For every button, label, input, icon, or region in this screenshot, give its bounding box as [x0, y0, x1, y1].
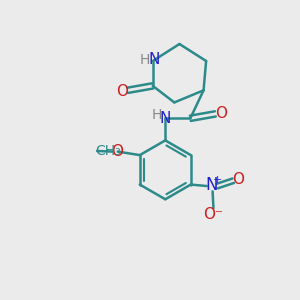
- Text: O: O: [232, 172, 244, 187]
- Text: O⁻: O⁻: [203, 207, 224, 222]
- Text: N: N: [206, 176, 218, 194]
- Text: N: N: [148, 52, 160, 67]
- Text: H: H: [139, 52, 150, 67]
- Text: O: O: [111, 144, 123, 159]
- Text: N: N: [160, 111, 171, 126]
- Text: +: +: [213, 175, 222, 184]
- Text: O: O: [215, 106, 227, 122]
- Text: H: H: [152, 108, 162, 122]
- Text: O: O: [116, 84, 128, 99]
- Text: CH₃: CH₃: [96, 144, 122, 158]
